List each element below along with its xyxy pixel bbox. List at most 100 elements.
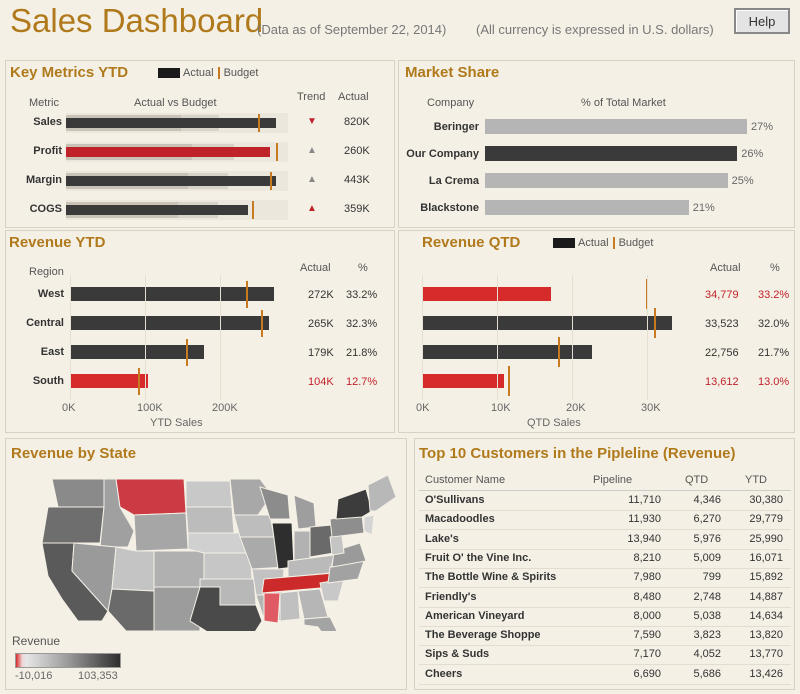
customer-pipeline: 11,930 <box>628 513 661 526</box>
customer-name: The Beverage Shoppe <box>425 629 541 642</box>
table-row[interactable]: Sips & Suds 7,170 4,052 13,770 <box>419 645 791 666</box>
customer-qtd: 4,052 <box>693 648 721 661</box>
state-west-virginia <box>329 534 345 556</box>
customer-pipeline: 8,000 <box>633 609 661 622</box>
revenue-by-state-title: Revenue by State <box>11 445 137 462</box>
col-qtd-header: QTD <box>685 474 709 486</box>
state-texas <box>189 586 263 631</box>
customer-qtd: 4,346 <box>693 494 721 506</box>
table-row[interactable]: American Vineyard 8,000 5,038 14,634 <box>419 607 791 627</box>
ms-share-pct: 27% <box>751 121 774 133</box>
ms-company-label: Beringer <box>433 121 479 133</box>
ms-share-bar <box>485 173 728 188</box>
key-metrics-title: Key Metrics YTD <box>10 64 129 81</box>
table-row[interactable]: Lake's 13,940 5,976 25,990 <box>419 530 791 550</box>
customer-name: Cheers <box>425 667 463 680</box>
state-utah <box>111 546 155 592</box>
ms-share-pct: 26% <box>741 148 764 160</box>
key-metrics-panel: Key Metrics YTD Actual Budget Metric Act… <box>5 60 395 228</box>
qtd-actual-bar <box>422 374 504 388</box>
km-actual-bar <box>66 205 248 215</box>
ytd-actual-bar <box>70 374 148 388</box>
km-metric-label: Margin <box>25 174 62 186</box>
state-new-york <box>335 488 373 520</box>
table-row[interactable]: Cheers 6,690 5,686 13,426 <box>419 665 791 685</box>
qtd-budget-tick <box>507 366 510 396</box>
customer-pipeline: 13,940 <box>627 532 661 545</box>
col-actual-header: Actual <box>338 91 369 103</box>
km-trend-icon: ▲ <box>307 203 317 214</box>
col-ytd-header: YTD <box>745 474 767 486</box>
customer-ytd: 13,426 <box>749 667 783 680</box>
table-row[interactable]: Macadoodles 11,930 6,270 29,779 <box>419 510 791 531</box>
ms-share-pct: 25% <box>731 175 754 187</box>
revenue-by-state-panel: Revenue by State <box>5 438 407 690</box>
state-florida <box>303 616 338 631</box>
ytd-region-label: South <box>32 375 64 387</box>
km-metric-label: COGS <box>29 203 62 215</box>
customer-pipeline: 6,690 <box>633 667 661 680</box>
km-budget-tick <box>276 143 278 161</box>
customer-name: Macadoodles <box>425 513 495 526</box>
state-new-mexico <box>153 586 201 631</box>
qtd-axis-tick: 20K <box>566 402 586 414</box>
customer-qtd: 2,748 <box>693 590 721 603</box>
qtd-budget-tick <box>645 279 648 309</box>
customer-ytd: 30,380 <box>749 494 783 506</box>
col-pipeline-header: Pipeline <box>593 474 633 486</box>
map-legend-title: Revenue <box>12 634 61 648</box>
state-new-jersey <box>363 514 375 536</box>
legend-budget-label: Budget <box>223 67 259 79</box>
ms-share-bar <box>485 146 738 161</box>
qtd-budget-tick <box>557 337 560 367</box>
table-row[interactable]: O'Sullivans 11,710 4,346 30,380 <box>419 491 791 511</box>
qtd-grid-line <box>422 275 423 400</box>
qtd-col-actual-header: Actual <box>710 262 741 274</box>
market-share-panel: Market Share Company % of Total Market B… <box>398 60 795 228</box>
ytd-actual-value: 265K <box>308 318 334 330</box>
ms-share-pct: 21% <box>692 202 715 214</box>
km-budget-tick <box>258 114 260 132</box>
customer-qtd: 5,038 <box>693 609 721 622</box>
km-actual-value: 443K <box>344 174 370 186</box>
km-actual-bar <box>66 176 276 186</box>
us-state-map[interactable] <box>8 471 403 631</box>
col-region-header: Region <box>29 266 64 278</box>
ytd-grid-line <box>220 275 221 400</box>
page-title: Sales Dashboard <box>10 2 264 39</box>
revenue-qtd-axis-title: QTD Sales <box>527 417 581 429</box>
ytd-budget-tick <box>246 281 249 308</box>
col-actual-vs-budget-header: Actual vs Budget <box>134 97 217 109</box>
qtd-actual-bar <box>422 287 551 301</box>
ms-share-bar <box>485 200 689 215</box>
table-row[interactable]: The Bottle Wine & Spirits 7,980 799 15,892 <box>419 568 791 589</box>
state-wisconsin <box>259 486 291 520</box>
ytd-axis-tick: 200K <box>212 402 238 414</box>
customer-qtd: 5,686 <box>693 667 721 680</box>
table-row[interactable]: Friendly's 8,480 2,748 14,887 <box>419 588 791 608</box>
customer-qtd: 6,270 <box>693 513 721 526</box>
ms-company-label: Blackstone <box>420 202 479 214</box>
km-trend-icon: ▲ <box>307 145 317 156</box>
customer-ytd: 14,634 <box>749 609 783 622</box>
customer-pipeline: 7,980 <box>633 571 661 584</box>
help-button[interactable]: Help <box>734 8 790 34</box>
km-actual-value: 260K <box>344 145 370 157</box>
map-legend-min: -10,016 <box>15 670 53 682</box>
ytd-pct-value: 12.7% <box>346 376 378 388</box>
qtd-col-pct-header: % <box>770 262 780 274</box>
km-budget-tick <box>270 172 272 190</box>
ms-company-label: La Crema <box>428 175 479 187</box>
state-michigan <box>293 494 317 530</box>
qtd-pct-value: 13.0% <box>758 376 790 388</box>
ytd-actual-bar <box>70 345 205 359</box>
km-actual-value: 820K <box>344 116 370 128</box>
customer-ytd: 13,820 <box>749 629 783 642</box>
ytd-pct-value: 33.2% <box>346 289 378 301</box>
qtd-actual-value: 34,779 <box>705 289 739 301</box>
customer-ytd: 14,887 <box>749 590 783 603</box>
qtd-grid-line <box>572 275 573 400</box>
table-row[interactable]: The Beverage Shoppe 7,590 3,823 13,820 <box>419 626 791 647</box>
col-pct-market-header: % of Total Market <box>581 97 666 109</box>
table-row[interactable]: Fruit O' the Vine Inc. 8,210 5,009 16,071 <box>419 549 791 569</box>
